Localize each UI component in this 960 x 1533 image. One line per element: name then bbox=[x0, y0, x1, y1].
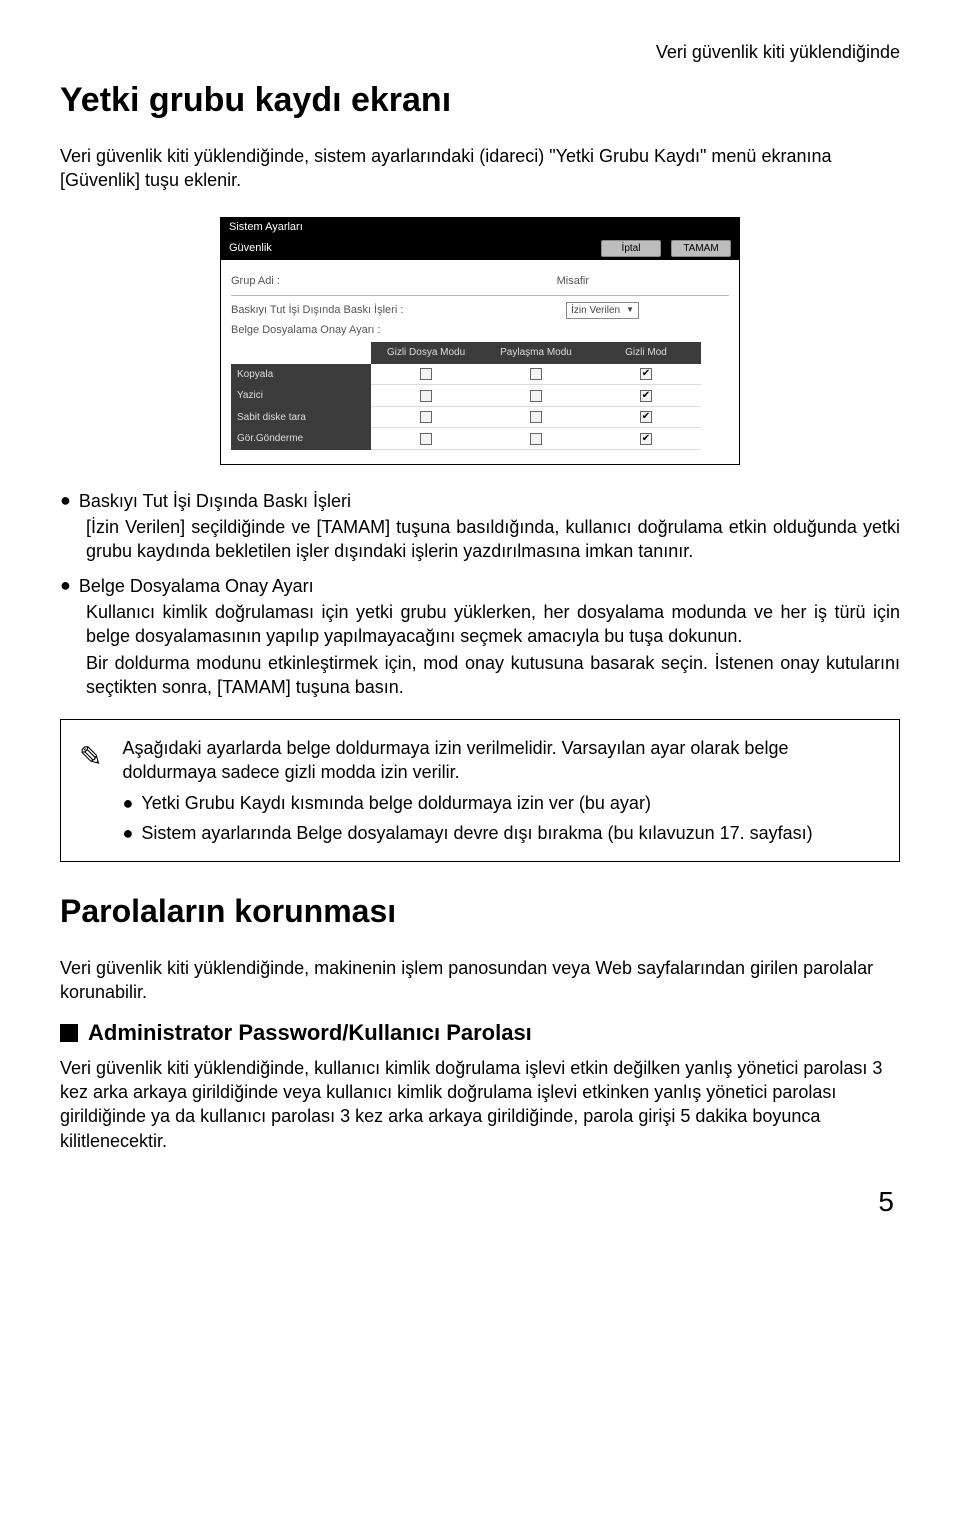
pencil-icon: ✎ bbox=[79, 736, 102, 845]
paragraph: Veri güvenlik kiti yüklendiğinde, makine… bbox=[60, 956, 900, 1005]
bullet-title: Belge Dosyalama Onay Ayarı bbox=[79, 574, 314, 598]
note-text: Aşağıdaki ayarlarda belge doldurmaya izi… bbox=[122, 736, 881, 785]
bullet-body: Bir doldurma modunu etkinleştirmek için,… bbox=[60, 651, 900, 700]
group-label: Grup Adi : bbox=[231, 274, 280, 289]
print-jobs-label: Baskıyı Tut İşi Dışında Baskı İşleri : bbox=[231, 303, 403, 318]
bullet-body: Kullanıcı kimlik doğrulaması için yetki … bbox=[60, 600, 900, 649]
ok-button[interactable]: TAMAM bbox=[671, 240, 731, 258]
bullet-title: Baskıyı Tut İşi Dışında Baskı İşleri bbox=[79, 489, 351, 513]
checkbox[interactable] bbox=[420, 411, 432, 423]
row-label: Sabit diske tara bbox=[231, 407, 371, 429]
running-header: Veri güvenlik kiti yüklendiğinde bbox=[60, 40, 900, 64]
dialog-toolbar: Güvenlik İptal TAMAM bbox=[221, 237, 739, 261]
subsection-title: Administrator Password/Kullanıcı Parolas… bbox=[88, 1018, 532, 1048]
row-label: Yazici bbox=[231, 385, 371, 407]
permission-select[interactable]: İzin Verilen ▼ bbox=[566, 302, 639, 320]
chevron-down-icon: ▼ bbox=[626, 305, 634, 316]
checkbox[interactable] bbox=[420, 433, 432, 445]
checkbox[interactable] bbox=[420, 390, 432, 402]
page-number: 5 bbox=[60, 1183, 900, 1221]
checkbox[interactable] bbox=[530, 411, 542, 423]
page-title: Yetki grubu kaydı ekranı bbox=[60, 78, 900, 124]
col-header-1: Gizli Dosya Modu bbox=[371, 342, 481, 364]
bullet-item: ● Baskıyı Tut İşi Dışında Baskı İşleri [… bbox=[60, 489, 900, 564]
checkbox[interactable] bbox=[530, 368, 542, 380]
approval-table: Gizli Dosya Modu Paylaşma Modu Gizli Mod… bbox=[231, 342, 729, 450]
intro-paragraph: Veri güvenlik kiti yüklendiğinde, sistem… bbox=[60, 144, 900, 193]
checkbox[interactable] bbox=[530, 390, 542, 402]
row-label: Gör.Gönderme bbox=[231, 428, 371, 450]
bullet-icon: ● bbox=[60, 574, 71, 597]
subsection-heading: Administrator Password/Kullanıcı Parolas… bbox=[60, 1018, 900, 1048]
bullet-item: ● Belge Dosyalama Onay Ayarı Kullanıcı k… bbox=[60, 574, 900, 699]
checkbox[interactable] bbox=[640, 411, 652, 423]
note-box: ✎ Aşağıdaki ayarlarda belge doldurmaya i… bbox=[60, 719, 900, 862]
square-icon bbox=[60, 1024, 78, 1042]
section-heading: Parolaların korunması bbox=[60, 890, 900, 933]
settings-dialog: Sistem Ayarları Güvenlik İptal TAMAM Gru… bbox=[220, 217, 740, 465]
checkbox[interactable] bbox=[640, 433, 652, 445]
bullet-body: [İzin Verilen] seçildiğinde ve [TAMAM] t… bbox=[60, 515, 900, 564]
note-bullet-text: Yetki Grubu Kaydı kısmında belge doldurm… bbox=[141, 791, 651, 815]
col-header-2: Paylaşma Modu bbox=[481, 342, 591, 364]
bullet-icon: ● bbox=[60, 489, 71, 512]
select-value: İzin Verilen bbox=[571, 304, 620, 318]
group-value: Misafir bbox=[557, 274, 589, 289]
cancel-button[interactable]: İptal bbox=[601, 240, 661, 258]
paragraph: Veri güvenlik kiti yüklendiğinde, kullan… bbox=[60, 1056, 900, 1153]
checkbox[interactable] bbox=[640, 368, 652, 380]
checkbox[interactable] bbox=[640, 390, 652, 402]
dialog-title: Sistem Ayarları bbox=[221, 218, 739, 237]
note-bullet-text: Sistem ayarlarında Belge dosyalamayı dev… bbox=[141, 821, 812, 845]
bullet-icon: ● bbox=[122, 821, 133, 845]
col-header-3: Gizli Mod bbox=[591, 342, 701, 364]
checkbox[interactable] bbox=[420, 368, 432, 380]
bullet-icon: ● bbox=[122, 791, 133, 815]
approval-label: Belge Dosyalama Onay Ayarı : bbox=[231, 323, 381, 338]
row-label: Kopyala bbox=[231, 364, 371, 386]
checkbox[interactable] bbox=[530, 433, 542, 445]
security-label: Güvenlik bbox=[229, 241, 272, 256]
